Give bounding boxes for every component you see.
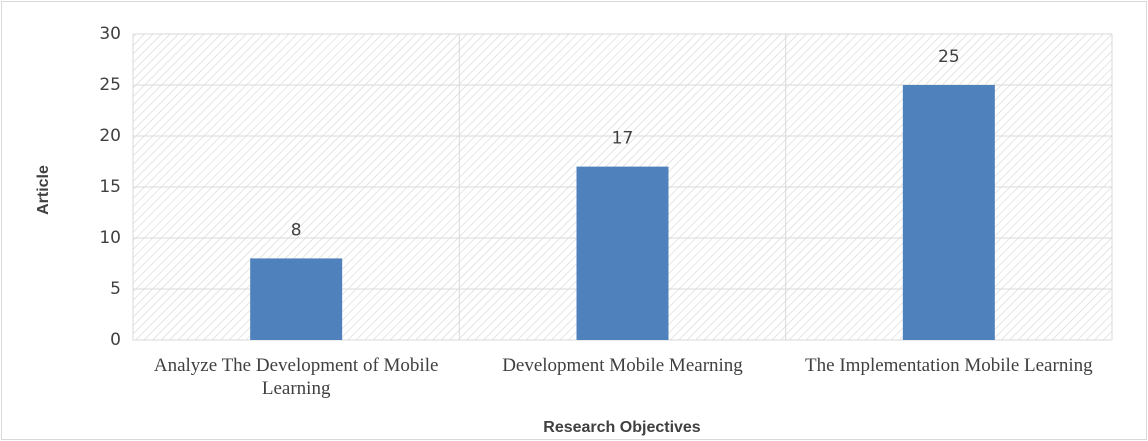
x-tick-label: The Implementation Mobile Learning: [805, 355, 1093, 376]
bar: [902, 85, 995, 340]
y-tick-label: 25: [99, 75, 121, 95]
bar: [576, 166, 669, 340]
data-label: 25: [938, 47, 960, 67]
x-tick-label: Development Mobile Mearning: [502, 355, 743, 376]
x-axis-title: Research Objectives: [543, 419, 701, 436]
data-label: 17: [612, 129, 634, 149]
y-tick-label: 30: [99, 24, 121, 44]
y-tick-label: 20: [99, 126, 121, 146]
y-tick-label: 15: [99, 177, 121, 197]
y-axis-title: Article: [35, 165, 52, 215]
y-tick-label: 0: [110, 330, 121, 350]
data-label: 8: [291, 220, 302, 240]
x-tick-label: Analyze The Development of Mobile Learni…: [153, 355, 439, 399]
bar: [250, 258, 343, 340]
y-tick-label: 5: [110, 279, 121, 299]
y-tick-label: 10: [99, 228, 121, 248]
